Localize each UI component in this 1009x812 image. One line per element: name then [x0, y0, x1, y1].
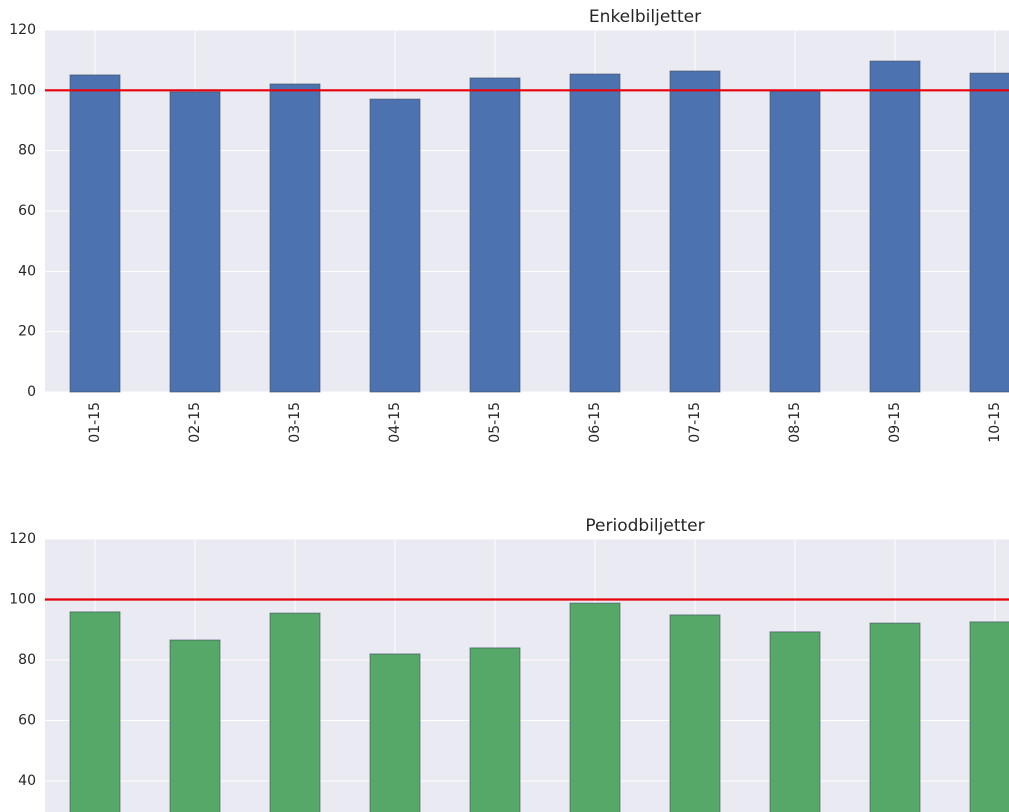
bar	[369, 98, 421, 393]
bar	[869, 622, 921, 812]
bar	[869, 60, 921, 393]
y-tick-label: 60	[18, 713, 36, 729]
bar	[269, 612, 321, 812]
y-tick-label: 20	[18, 324, 36, 340]
x-tick-label: 05-15	[487, 402, 503, 443]
y-tick-label: 100	[9, 592, 36, 608]
bar	[69, 74, 121, 393]
bar	[269, 83, 321, 393]
bar	[169, 91, 221, 393]
chart: Enkelbiljetter 0 20 40 60 80 100 120 01-15 02-15 0…	[9, 7, 1009, 443]
x-tick-label: 04-15	[387, 402, 403, 443]
x-tick-label: 02-15	[187, 402, 203, 443]
chart: Periodbiljetter020406080100120	[9, 516, 1009, 812]
x-tick-label: 07-15	[687, 402, 703, 443]
bar	[369, 653, 421, 812]
y-tick-label: 80	[18, 143, 36, 159]
bar	[469, 77, 521, 393]
y-tick-label: 120	[9, 22, 36, 38]
bar	[69, 611, 121, 812]
bar	[769, 90, 821, 393]
chart-title: Periodbiljetter	[585, 516, 704, 536]
bar	[969, 621, 1009, 812]
y-tick-label: 40	[18, 263, 36, 279]
y-tick-label: 100	[9, 82, 36, 98]
x-tick-label: 09-15	[887, 402, 903, 443]
y-tick-label: 120	[9, 531, 36, 547]
bar	[569, 73, 621, 393]
x-tick-label: 01-15	[87, 402, 103, 443]
x-tick-label: 03-15	[287, 402, 303, 443]
y-tick-label: 80	[18, 652, 36, 668]
y-tick-label: 40	[18, 773, 36, 789]
y-tick-label: 60	[18, 203, 36, 219]
bar	[769, 631, 821, 812]
bar	[669, 614, 721, 812]
bar	[669, 70, 721, 393]
x-tick-label: 08-15	[787, 402, 803, 443]
chart-title: Enkelbiljetter	[589, 7, 701, 27]
bar	[569, 602, 621, 812]
bar	[169, 639, 221, 812]
bar	[469, 647, 521, 812]
x-tick-label: 06-15	[587, 402, 603, 443]
bar	[969, 72, 1009, 393]
x-tick-label: 10-15	[987, 402, 1003, 443]
y-tick-label: 0	[27, 384, 36, 400]
